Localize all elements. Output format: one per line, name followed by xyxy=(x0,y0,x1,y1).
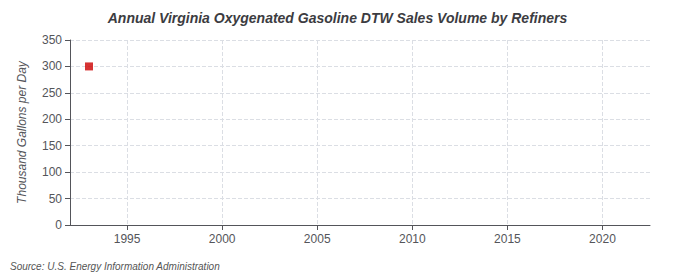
svg-text:250: 250 xyxy=(42,86,62,100)
svg-text:Thousand Gallons per Day: Thousand Gallons per Day xyxy=(15,60,29,204)
svg-text:2000: 2000 xyxy=(209,232,236,246)
svg-text:150: 150 xyxy=(42,139,62,153)
svg-text:Source: U.S. Energy Informatio: Source: U.S. Energy Information Administ… xyxy=(10,261,220,272)
svg-text:300: 300 xyxy=(42,59,62,73)
svg-text:2020: 2020 xyxy=(589,232,616,246)
svg-text:200: 200 xyxy=(42,112,62,126)
svg-text:100: 100 xyxy=(42,165,62,179)
svg-text:2015: 2015 xyxy=(494,232,521,246)
svg-text:Annual Virginia Oxygenated Gas: Annual Virginia Oxygenated Gasoline DTW … xyxy=(107,10,568,26)
svg-text:50: 50 xyxy=(49,192,63,206)
svg-text:1995: 1995 xyxy=(114,232,141,246)
svg-text:0: 0 xyxy=(55,218,62,232)
svg-text:2005: 2005 xyxy=(304,232,331,246)
svg-text:2010: 2010 xyxy=(399,232,426,246)
svg-text:350: 350 xyxy=(42,33,62,47)
